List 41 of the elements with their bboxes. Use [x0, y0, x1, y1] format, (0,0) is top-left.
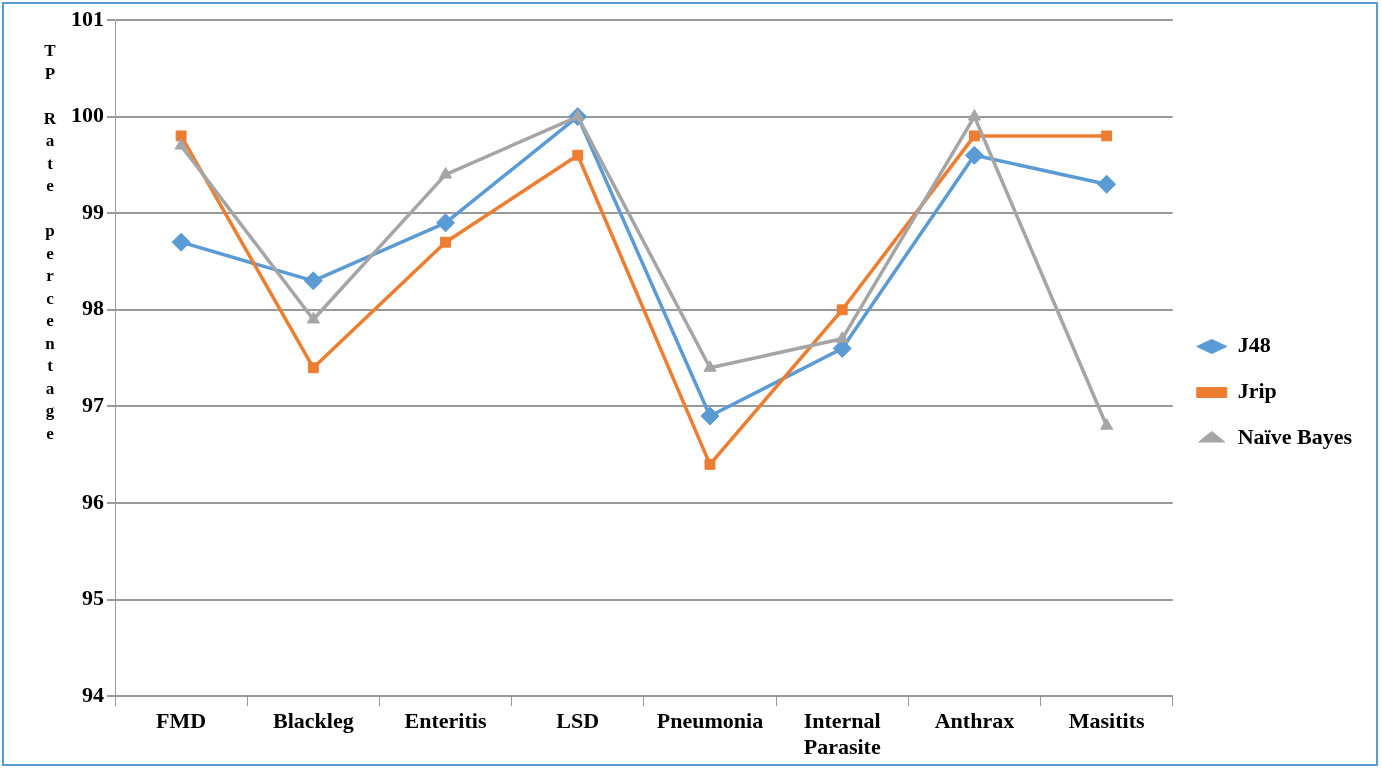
point	[700, 406, 720, 426]
x-tick-label: Blackleg	[272, 708, 354, 734]
x-tick-label: Anthrax	[934, 708, 1015, 734]
text: TP Rate percentage	[43, 41, 57, 443]
point	[307, 362, 319, 374]
x-tick-label: Enteritis	[404, 708, 487, 734]
point	[1097, 174, 1117, 194]
y-tick-label: 99	[82, 198, 104, 224]
point	[306, 311, 320, 324]
legend-label: J48	[1237, 332, 1271, 358]
x-tick-label: Pneumonia	[656, 708, 764, 734]
point	[438, 167, 453, 179]
x-tick-label: Internal Parasite	[803, 708, 881, 760]
point	[968, 130, 980, 142]
point	[967, 109, 981, 121]
point	[175, 130, 187, 142]
point	[835, 331, 849, 343]
point	[1101, 130, 1113, 142]
point	[171, 232, 191, 252]
point	[440, 236, 451, 248]
y-tick-label: 97	[82, 392, 104, 418]
point	[436, 213, 456, 233]
point	[836, 304, 848, 316]
y-tick-label: 101	[71, 5, 104, 31]
point	[704, 458, 716, 470]
y-tick-label: 95	[82, 585, 104, 611]
y-tick-label: 94	[82, 681, 104, 707]
legend-label: Jrip	[1237, 378, 1277, 404]
y-tick-label: 98	[82, 295, 104, 321]
x-tick-label: FMD	[156, 708, 207, 734]
point	[572, 149, 584, 161]
point	[303, 271, 323, 291]
x-tick-label: Masitits	[1068, 708, 1145, 734]
point	[174, 138, 188, 150]
y-tick-label: 96	[82, 488, 104, 514]
point	[1100, 418, 1114, 430]
y-tick-label: 100	[71, 102, 104, 128]
point	[964, 145, 984, 165]
point	[703, 360, 717, 372]
legend-label: Naïve Bayes	[1237, 424, 1353, 450]
x-tick-label: LSD	[556, 708, 600, 734]
